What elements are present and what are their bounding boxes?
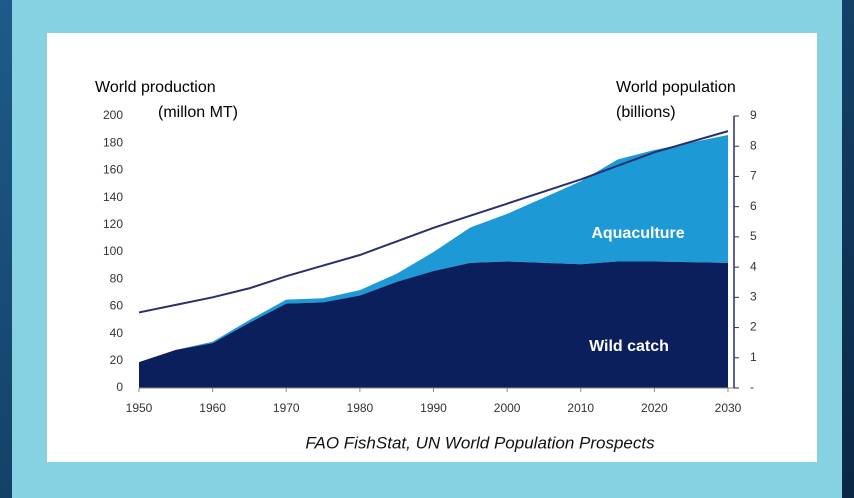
y2-tick-label: 1 bbox=[750, 350, 757, 364]
y-tick-label: 200 bbox=[103, 108, 123, 122]
y-tick-label: 140 bbox=[103, 190, 123, 204]
y2-tick-label: 6 bbox=[750, 199, 757, 213]
y2-tick-label: 9 bbox=[750, 108, 757, 122]
x-tick-label: 2020 bbox=[641, 401, 668, 415]
left-axis-unit: (millon MT) bbox=[158, 104, 238, 121]
y-tick-label: 160 bbox=[103, 163, 123, 177]
y2-tick-label: 3 bbox=[750, 290, 757, 304]
series-label: Aquaculture bbox=[591, 225, 684, 242]
y-tick-label: 80 bbox=[110, 271, 124, 285]
y2-tick-label: - bbox=[750, 380, 754, 394]
x-tick-label: 2000 bbox=[494, 401, 521, 415]
x-tick-label: 1960 bbox=[199, 401, 226, 415]
y2-tick-label: 5 bbox=[750, 229, 757, 243]
y-tick-label: 0 bbox=[116, 380, 123, 394]
plot: Wild catch Aquaculture 0 20 40 60 80 100 120 140 1… bbox=[103, 108, 757, 415]
y2-tick-label: 7 bbox=[750, 169, 757, 183]
y-tick-label: 120 bbox=[103, 217, 123, 231]
y-tick-label: 100 bbox=[103, 244, 123, 258]
area bbox=[139, 135, 728, 363]
x-tick-label: 2010 bbox=[567, 401, 594, 415]
y-tick-label: 20 bbox=[110, 353, 124, 367]
y2-tick-label: 4 bbox=[750, 259, 757, 273]
population-line bbox=[138, 130, 729, 314]
area bbox=[139, 261, 728, 388]
x-tick-label: 1950 bbox=[126, 401, 153, 415]
left-axis-title: World production bbox=[95, 79, 216, 96]
x-tick-label: 1990 bbox=[420, 401, 447, 415]
y-tick-label: 60 bbox=[110, 299, 124, 313]
series-label: Wild catch bbox=[589, 338, 669, 355]
y-tick-label: 40 bbox=[110, 326, 124, 340]
y2-tick-label: 8 bbox=[750, 138, 757, 152]
right-axis-unit: (billions) bbox=[616, 104, 676, 121]
x-tick-label: 1970 bbox=[273, 401, 300, 415]
right-axis-title: World population bbox=[616, 79, 736, 96]
y-tick-label: 180 bbox=[103, 135, 123, 149]
y2-tick-label: 2 bbox=[750, 320, 757, 334]
source: FAO FishStat, UN World Population Prospe… bbox=[305, 433, 655, 452]
x-tick-label: 1980 bbox=[347, 401, 374, 415]
x-tick-label: 2030 bbox=[715, 401, 742, 415]
